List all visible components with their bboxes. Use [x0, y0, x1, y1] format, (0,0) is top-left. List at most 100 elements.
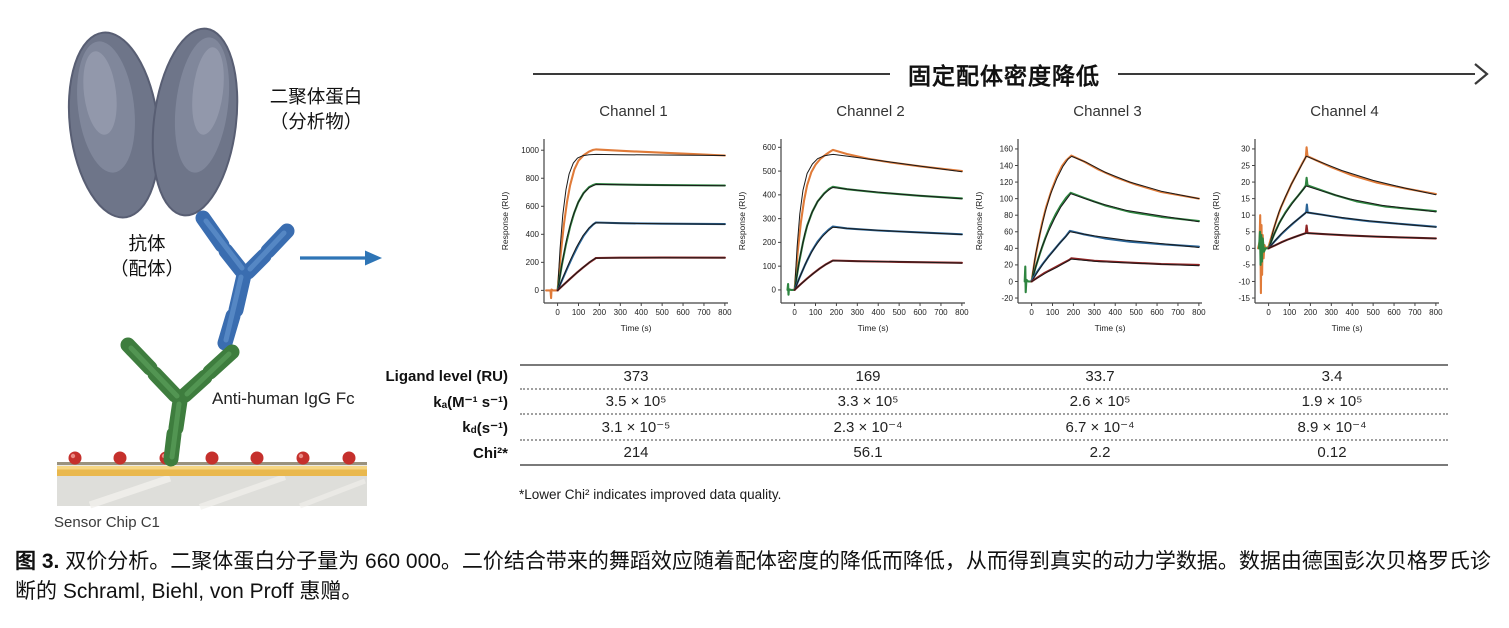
y-tick-label: 600: [763, 143, 777, 152]
antibody-label-line1: 抗体: [128, 233, 166, 254]
arrowhead-icon: [1474, 63, 1489, 85]
row-label: Ligand level (RU): [385, 368, 508, 386]
series-conc-2-fit: [1031, 193, 1200, 282]
glass-streak: [88, 474, 172, 509]
x-axis-label: Time (s): [1332, 323, 1363, 333]
x-tick-label: 0: [1266, 308, 1271, 317]
x-tick-label: 300: [1325, 308, 1339, 317]
x-tick-label: 400: [635, 308, 649, 317]
y-tick-label: -20: [1001, 294, 1013, 303]
series-conc-2-data: [1257, 176, 1437, 266]
sensorgram-plot: 0 100 200 300 400 500 600 700 800 -15 -10 -5 0 5 10 15 2…: [1211, 139, 1443, 333]
y-axis-label: Response (RU): [1211, 192, 1221, 251]
density-arrow-label: 固定配体密度降低: [908, 63, 1100, 89]
series-conc-2-fit: [1268, 185, 1437, 249]
x-tick-label: 200: [593, 308, 607, 317]
sensor-chip-label: Sensor Chip C1: [54, 514, 160, 531]
series-conc-3-data: [556, 221, 726, 292]
y-tick-label: 140: [1000, 161, 1014, 170]
y-tick-label: 40: [1004, 244, 1013, 253]
ligand-fc-segment: [228, 267, 252, 318]
y-tick-label: 400: [763, 191, 777, 200]
y-tick-label: 20: [1004, 261, 1013, 270]
series-conc-4-fit: [794, 260, 963, 291]
x-tick-label: 200: [1067, 308, 1081, 317]
y-tick-label: 0: [1246, 244, 1251, 253]
capture-dot: [205, 451, 219, 465]
antibody-label-line2: （配体）: [109, 258, 184, 279]
dimeric-protein: [67, 27, 239, 219]
y-tick-label: 400: [526, 230, 540, 239]
series-conc-4-data: [556, 256, 726, 292]
table-value: 373: [623, 368, 649, 386]
capture-dot-highlight: [298, 453, 304, 459]
y-tick-label: 100: [763, 262, 777, 271]
table-value: 56.1: [853, 443, 883, 461]
row-values: 3.1 × 10⁻⁵ 2.3 × 10⁻⁴ 6.7 × 10⁻⁴ 8.9 × 10⁻⁴: [520, 415, 1448, 441]
capture-highlight: [128, 345, 232, 460]
x-tick-label: 700: [1171, 308, 1185, 317]
capture-dot: [342, 451, 356, 465]
figure-caption-text: 双价分析。二聚体蛋白分子量为 660 000。二价结合带来的舞蹈效应随着配体密度…: [15, 550, 1491, 603]
row-values: 3.5 × 10⁵ 3.3 × 10⁵ 2.6 × 10⁵ 1.9 × 10⁵: [520, 390, 1448, 415]
x-tick-label: 800: [718, 308, 732, 317]
table-row: Chi²* 214 56.1 2.2 0.12: [358, 441, 1448, 466]
arrow-line-right: [1118, 73, 1475, 75]
row-values: 214 56.1 2.2 0.12: [520, 441, 1448, 466]
series-conc-4-fit: [557, 257, 726, 291]
x-tick-label: 0: [792, 308, 797, 317]
x-tick-label: 800: [955, 308, 969, 317]
y-tick-label: 160: [1000, 145, 1014, 154]
capture-dot-highlight: [70, 453, 76, 459]
chart-3: Channel 3 0 100 200 300 400 500 600 700 800 -20 0 20…: [972, 103, 1209, 340]
series-conc-2-data: [1023, 191, 1200, 294]
x-tick-label: 700: [934, 308, 948, 317]
series-conc-4-data: [793, 259, 963, 291]
capture-dot: [113, 451, 127, 465]
y-axis-label: Response (RU): [974, 192, 984, 251]
x-tick-label: 500: [892, 308, 906, 317]
figure-caption: 图 3. 双价分析。二聚体蛋白分子量为 660 000。二价结合带来的舞蹈效应随…: [15, 547, 1501, 607]
chart-title: Channel 2: [836, 103, 905, 120]
table-value: 6.7 × 10⁻⁴: [1065, 418, 1135, 436]
table-value: 0.12: [1317, 443, 1347, 461]
y-tick-label: 15: [1241, 194, 1250, 203]
x-tick-label: 600: [1150, 308, 1164, 317]
y-tick-label: 800: [526, 174, 540, 183]
glass-streak: [199, 474, 286, 510]
density-arrow: 固定配体密度降低: [533, 57, 1489, 91]
y-axis-label: Response (RU): [500, 192, 510, 251]
x-tick-label: 200: [1304, 308, 1318, 317]
table-value: 2.3 × 10⁻⁴: [833, 418, 903, 436]
dimer-highlight: [192, 47, 224, 135]
anti-human-igg-label: Anti-human IgG Fc: [212, 389, 355, 408]
y-tick-label: 200: [763, 238, 777, 247]
chart-title: Channel 4: [1310, 103, 1379, 120]
x-axis-label: Time (s): [858, 323, 889, 333]
x-tick-label: 700: [1408, 308, 1422, 317]
sensorgram-plot: 0 100 200 300 400 500 600 700 800 0 200 400 600 800 10…: [500, 139, 732, 333]
dimer-highlight: [83, 51, 117, 135]
series-conc-4-fit: [1268, 232, 1437, 249]
x-tick-label: 100: [572, 308, 586, 317]
series-conc-3-fit: [794, 226, 963, 291]
series-conc-2-fit: [794, 187, 963, 291]
table-value: 2.6 × 10⁵: [1069, 392, 1131, 410]
series-conc-3-fit: [1268, 211, 1437, 249]
y-tick-label: 500: [763, 167, 777, 176]
figure-caption-number: 图 3.: [15, 550, 60, 573]
glass-streak: [299, 478, 366, 509]
chip-surface: [57, 462, 367, 510]
y-tick-label: 0: [772, 286, 777, 295]
y-tick-label: 120: [1000, 178, 1014, 187]
x-tick-label: 400: [1109, 308, 1123, 317]
series-conc-1-data: [545, 148, 726, 300]
capture-dot: [250, 451, 264, 465]
series-conc-2-fit: [557, 183, 726, 291]
table-value: 8.9 × 10⁻⁴: [1297, 418, 1367, 436]
series-conc-4-fit: [1031, 258, 1200, 282]
chart-4: Channel 4 0 100 200 300 400 500 600 700 800 -15 -10…: [1209, 103, 1446, 340]
